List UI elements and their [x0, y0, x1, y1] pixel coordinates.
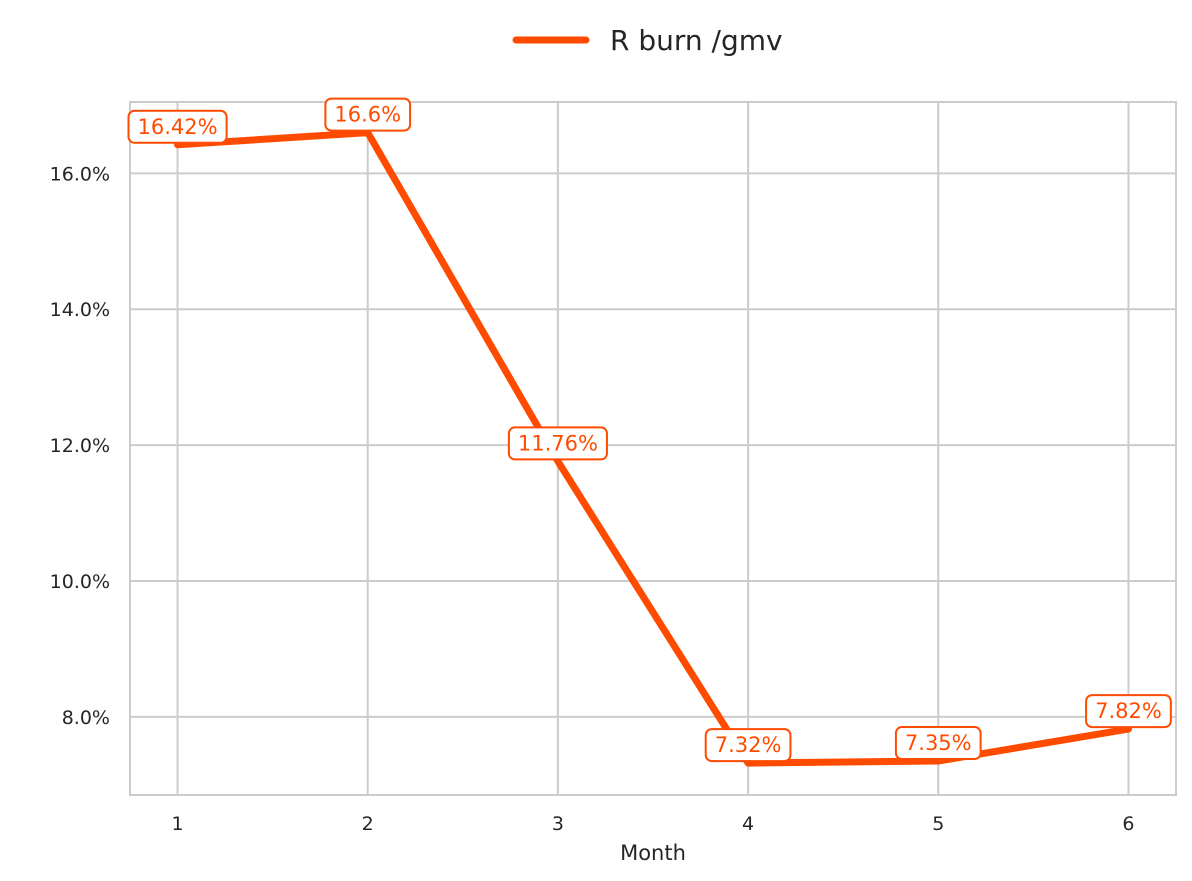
data-label-text: 16.42%: [138, 115, 218, 139]
x-tick-label: 5: [932, 813, 944, 835]
x-axis: 1 2 3 4 5 6: [171, 813, 1134, 835]
plot-frame: [129, 101, 1177, 796]
plot-background: [130, 102, 1176, 795]
data-label-text: 7.82%: [1095, 699, 1162, 723]
x-tick-label: 6: [1122, 813, 1134, 835]
x-tick-label: 2: [362, 813, 374, 835]
y-tick-label: 10.0%: [50, 571, 110, 593]
x-tick-label: 4: [742, 813, 754, 835]
data-label: 11.76%: [507, 426, 608, 461]
y-tick-label: 8.0%: [62, 707, 110, 729]
data-label-text: 7.32%: [715, 733, 782, 757]
data-label: 7.35%: [894, 726, 982, 761]
legend: R burn /gmv: [512, 24, 783, 57]
data-label-text: 16.6%: [334, 103, 401, 127]
data-label: 16.42%: [127, 109, 228, 144]
data-label-box: [1085, 694, 1172, 729]
y-tick-label: 12.0%: [50, 435, 110, 457]
data-label-text: 7.35%: [905, 731, 972, 755]
data-label-box: [704, 728, 792, 763]
data-labels: 16.42% 16.6% 11.76% 7.32% 7.35% 7.82%: [127, 97, 1172, 763]
grid: [130, 102, 1176, 795]
data-label-box: [127, 109, 228, 144]
y-tick-label: 14.0%: [50, 299, 110, 321]
data-label-box: [894, 726, 982, 761]
data-label-text: 11.76%: [518, 431, 598, 455]
y-tick-label: 16.0%: [50, 163, 110, 185]
x-axis-label: Month: [620, 841, 686, 865]
data-label-box: [324, 97, 412, 132]
y-axis: 8.0% 10.0% 12.0% 14.0% 16.0%: [50, 163, 110, 729]
x-tick-label: 3: [552, 813, 564, 835]
legend-label: R burn /gmv: [610, 24, 783, 57]
data-label-box: [507, 426, 608, 461]
data-label: 7.32%: [704, 728, 792, 763]
data-label: 7.82%: [1085, 694, 1172, 729]
x-tick-label: 1: [171, 813, 183, 835]
data-label: 16.6%: [324, 97, 412, 132]
